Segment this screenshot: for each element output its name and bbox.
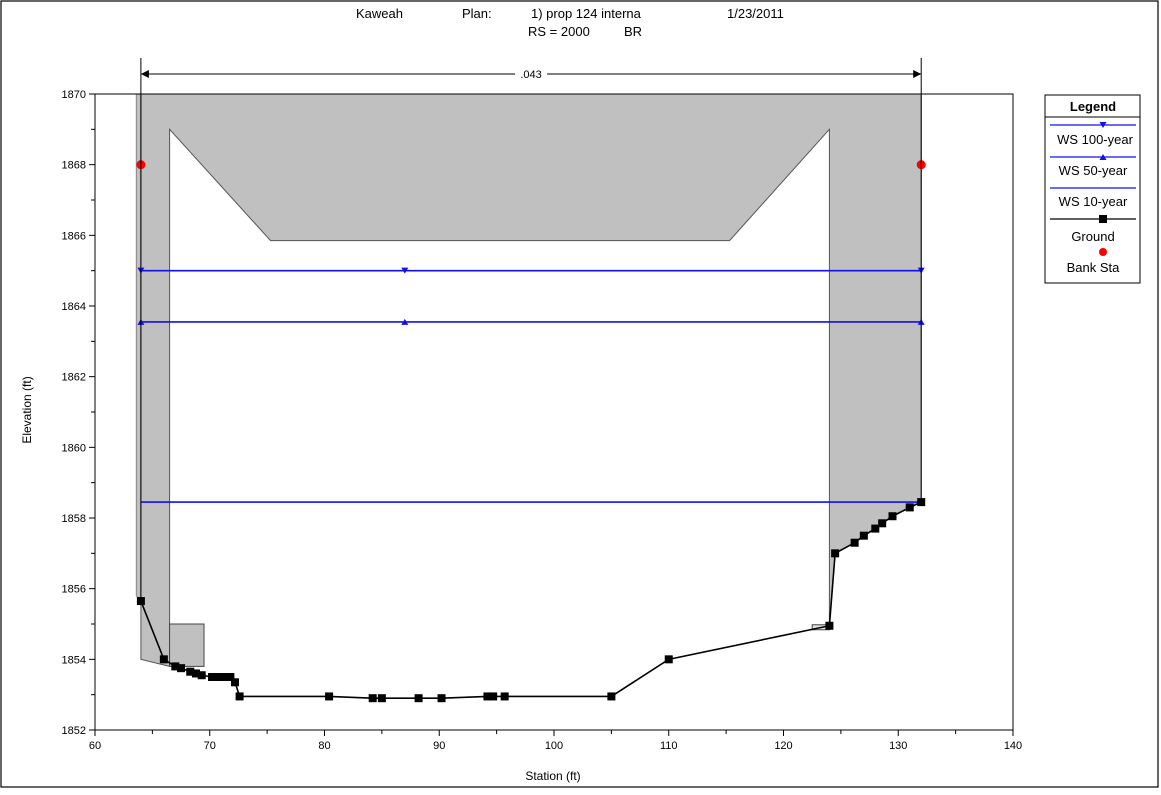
legend-item-ws100: WS 100-year [1057,132,1134,147]
ground-point [825,621,834,630]
ground-point [859,531,868,540]
header-plan-label: Plan: [462,6,492,21]
legend-title: Legend [1070,99,1116,114]
ws-marker [401,267,409,274]
ground-point [888,512,897,521]
y-tick-label: 1862 [62,372,86,384]
legend-ws100-marker [1099,122,1107,128]
ground-point [186,667,195,676]
ground-point [500,692,509,701]
legend-item-ground: Ground [1071,229,1114,244]
ground-point [226,673,235,681]
series-layer [140,269,922,699]
legend-ground-marker [1099,215,1107,223]
ground-point [325,692,334,701]
legend-item-ws10: WS 10-year [1059,194,1128,209]
x-tick-label: 60 [89,740,101,752]
header-plan-name: 1) prop 124 interna [531,6,642,21]
header-rs: RS = 2000 [528,24,590,39]
ground-point [368,694,377,703]
manning-n-label: .043 [520,69,541,81]
ground-point [197,671,206,680]
x-tick-label: 80 [318,740,330,752]
ground-point [377,694,386,703]
legend-item-bank-sta: Bank Sta [1067,260,1121,275]
y-tick-label: 1856 [62,584,86,596]
y-tick-label: 1868 [62,160,86,172]
header-river: Kaweah [356,6,403,21]
ground-point [664,655,673,664]
x-tick-label: 110 [660,740,678,752]
header-node: BR [624,24,642,39]
bridge-deck-and-fill [140,93,922,668]
ground-point [489,692,498,701]
ground-line [140,501,922,699]
ground-point [483,692,492,701]
ground-point [437,694,446,703]
ground-point [235,692,244,701]
manning-n-layer [140,58,922,602]
x-tick-label: 100 [545,740,563,752]
x-tick-label: 90 [433,740,445,752]
legend: Legend WS 100-year WS 50-year WS 10-year… [1044,94,1141,284]
x-tick-label: 120 [774,740,792,752]
ground-point [831,549,840,558]
axis-ticks-layer: 60 70 80 90 100 110 120 130 140 1852 1854 1856 1858 1… [62,89,1023,752]
legend-ws50-marker [1099,154,1107,160]
manning-label-bg [515,66,548,80]
ground-point [230,678,239,687]
x-axis-label: Station (ft) [525,769,580,783]
y-tick-label: 1870 [62,89,86,101]
ground-point [177,664,186,673]
x-tick-label: 70 [204,740,216,752]
ground-point [220,673,229,681]
y-axis-label: Elevation (ft) [20,376,34,443]
y-tick-label: 1854 [62,654,86,666]
ground-point [191,669,200,678]
ground-point [171,662,180,671]
ground-point [878,519,887,528]
ground-point [850,538,859,547]
y-tick-label: 1860 [62,442,86,454]
ground-point [607,692,616,701]
ground-point [905,503,914,512]
ground-point [159,655,168,664]
y-tick-label: 1858 [62,513,86,525]
legend-bank-marker [1099,248,1107,256]
ws-marker [401,318,409,325]
marker-layer [136,160,926,703]
bridge-left-abutment [135,93,142,603]
legend-box [1044,94,1141,284]
x-tick-label: 140 [1004,740,1022,752]
bridge-left-pier-block [169,623,205,667]
header-date: 1/23/2011 [727,6,784,21]
y-tick-label: 1866 [62,230,86,242]
x-tick-label: 130 [889,740,907,752]
y-tick-label: 1864 [62,301,86,313]
bridge-fill-layer [135,93,922,668]
y-tick-label: 1852 [62,725,86,737]
manning-left-arrow [140,70,149,78]
manning-right-arrow [913,70,922,78]
ground-point [414,694,423,703]
ground-point [208,673,217,681]
ground-point [214,673,223,681]
ground-point [871,524,880,533]
legend-item-ws50: WS 50-year [1059,163,1128,178]
